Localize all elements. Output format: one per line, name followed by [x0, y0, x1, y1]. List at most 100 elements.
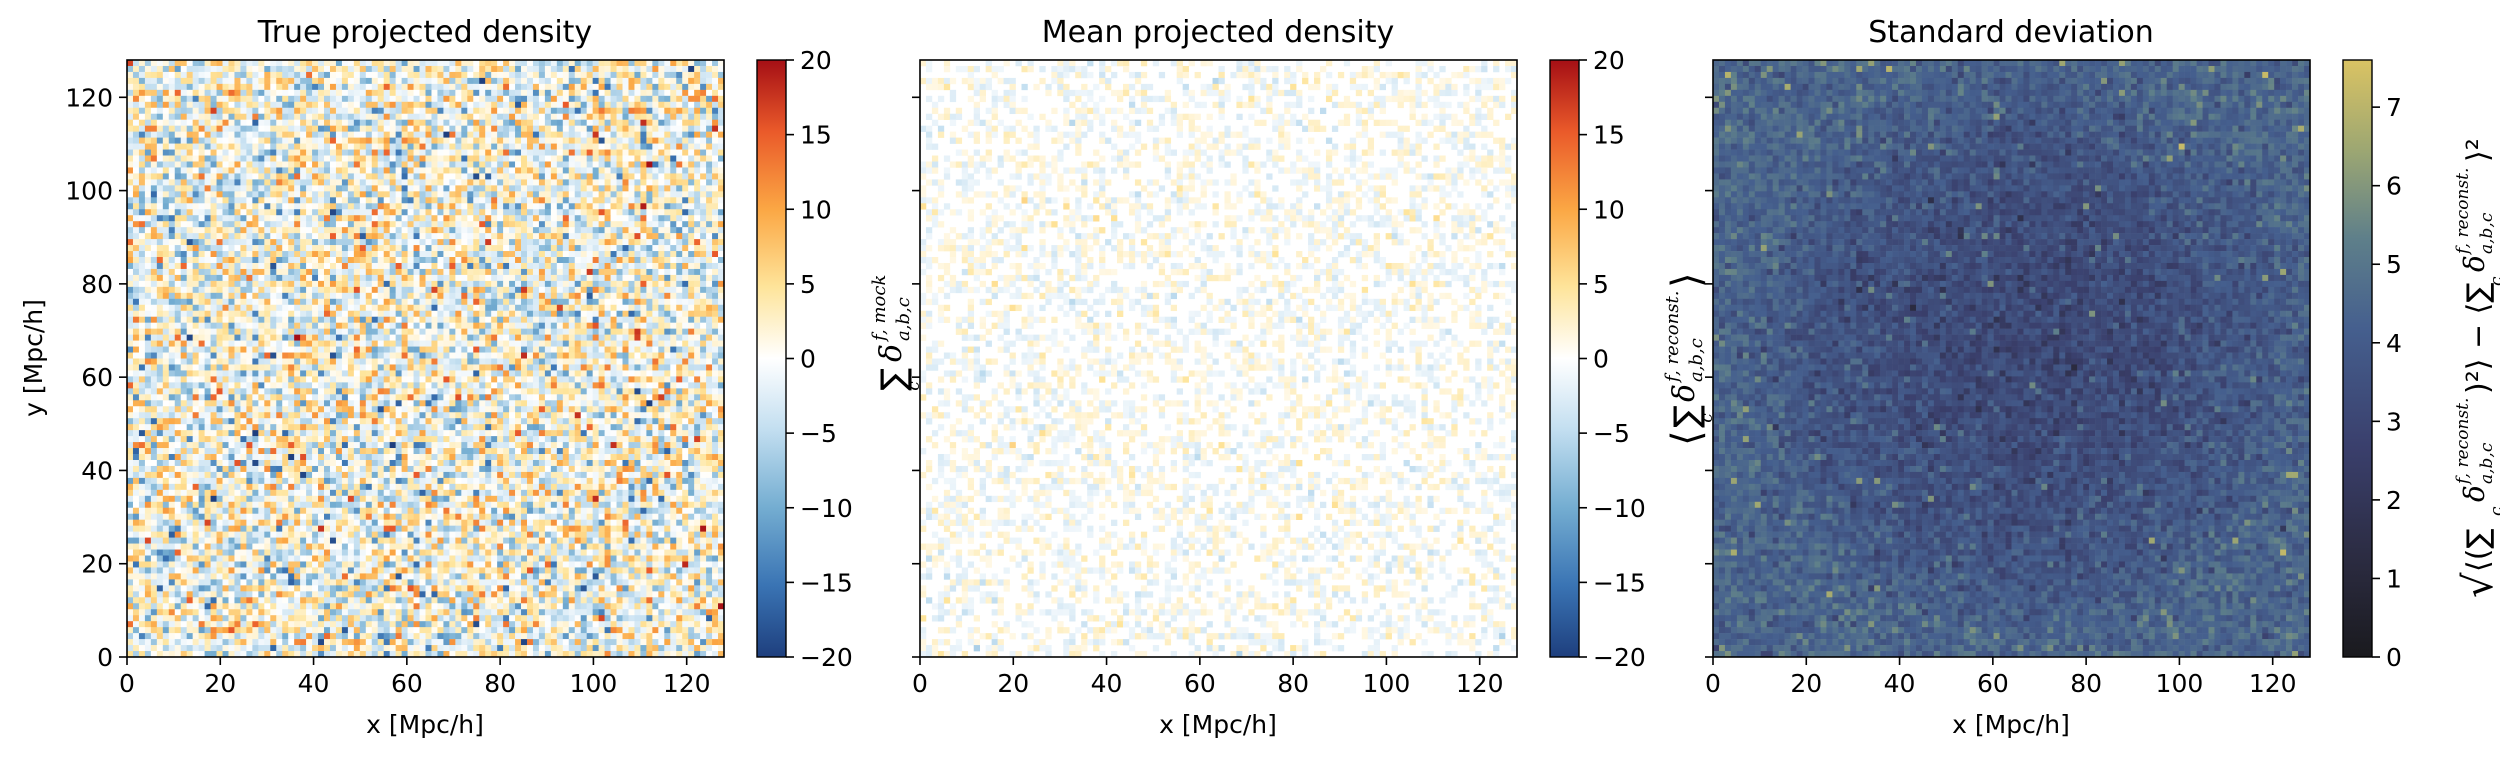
heatmap-cell: [335, 340, 343, 347]
heatmap-cell: [443, 149, 450, 156]
heatmap-cell: [359, 131, 367, 138]
heatmap-cell: [294, 89, 301, 97]
heatmap-cell: [186, 179, 193, 186]
heatmap-cell: [335, 251, 343, 258]
heatmap-cell: [604, 155, 611, 162]
heatmap-cell: [574, 161, 582, 168]
heatmap-cell: [377, 239, 385, 246]
heatmap-cell: [186, 251, 193, 258]
heatmap-cell: [395, 292, 402, 300]
heatmap-cell: [544, 233, 552, 240]
heatmap-cell: [216, 95, 223, 103]
heatmap-cell: [682, 304, 689, 312]
heatmap-cell: [521, 209, 528, 216]
heatmap-cell: [246, 65, 253, 73]
heatmap-cell: [353, 161, 361, 168]
heatmap-cell: [425, 191, 432, 198]
heatmap-cell: [150, 143, 158, 150]
heatmap-cell: [604, 262, 611, 270]
heatmap-cell: [503, 83, 510, 91]
heatmap-cell: [156, 95, 164, 103]
heatmap-cell: [491, 227, 498, 234]
heatmap-cell: [264, 77, 271, 85]
heatmap-cell: [192, 262, 199, 270]
heatmap-cell: [377, 245, 385, 252]
heatmap-cell: [395, 304, 402, 312]
heatmap-cell: [365, 143, 373, 150]
heatmap-cell: [335, 185, 343, 192]
heatmap-cell: [485, 65, 492, 73]
heatmap-cell: [712, 149, 719, 156]
heatmap-cell: [479, 107, 486, 115]
heatmap-cell: [365, 60, 373, 67]
heatmap-cell: [664, 137, 671, 144]
heatmap-cell: [138, 203, 146, 210]
heatmap-cell: [156, 161, 164, 168]
heatmap-cell: [670, 227, 677, 234]
heatmap-cell: [455, 215, 462, 222]
heatmap-cell: [574, 60, 582, 67]
heatmap-cell: [706, 251, 713, 258]
heatmap-cell: [664, 334, 671, 341]
heatmap-cell: [718, 239, 725, 246]
heatmap-cell: [479, 227, 486, 234]
heatmap-cell: [294, 245, 301, 252]
heatmap-cell: [473, 107, 480, 115]
heatmap-cell: [437, 310, 444, 318]
heatmap-cell: [616, 143, 623, 150]
heatmap-cell: [592, 334, 599, 341]
heatmap-cell: [210, 89, 217, 97]
heatmap-cell: [688, 233, 695, 240]
heatmap-cell: [652, 286, 659, 294]
heatmap-cell: [204, 197, 211, 204]
heatmap-cell: [329, 119, 337, 126]
heatmap-cell: [258, 155, 265, 162]
heatmap-cell: [216, 197, 223, 204]
heatmap-cell: [282, 209, 289, 216]
heatmap-cell: [419, 316, 426, 323]
heatmap-cell: [604, 137, 611, 144]
heatmap-cell: [664, 203, 671, 210]
heatmap-cell: [646, 227, 653, 234]
heatmap-cell: [318, 239, 325, 246]
heatmap-cell: [544, 316, 552, 323]
heatmap-cell: [270, 304, 277, 312]
heatmap-cell: [294, 191, 301, 198]
heatmap-cell: [270, 227, 277, 234]
heatmap-cell: [682, 197, 689, 204]
heatmap-cell: [228, 71, 235, 79]
heatmap-cell: [127, 161, 134, 168]
heatmap-cell: [515, 298, 522, 306]
heatmap-cell: [461, 209, 468, 216]
heatmap-cell: [640, 185, 647, 192]
heatmap-cell: [479, 179, 486, 186]
heatmap-cell: [467, 197, 474, 204]
heatmap-cell: [586, 149, 593, 156]
heatmap-cell: [544, 239, 552, 246]
heatmap-cell: [204, 149, 211, 156]
heatmap-cell: [335, 221, 343, 228]
heatmap-cell: [646, 185, 653, 192]
heatmap-cell: [526, 280, 534, 288]
heatmap-cell: [216, 60, 223, 67]
heatmap-cell: [437, 113, 444, 120]
heatmap-cell: [395, 179, 402, 186]
heatmap-cell: [610, 298, 617, 306]
heatmap-cell: [329, 203, 337, 210]
heatmap-cell: [425, 221, 432, 228]
heatmap-cell: [204, 167, 211, 174]
heatmap-cell: [365, 262, 373, 270]
heatmap-cell: [264, 328, 271, 335]
heatmap-cell: [270, 268, 277, 276]
heatmap-cell: [664, 274, 671, 282]
heatmap-cell: [210, 77, 217, 85]
heatmap-cell: [682, 233, 689, 240]
heatmap-cell: [204, 346, 211, 353]
heatmap-cell: [676, 316, 683, 323]
heatmap-cell: [491, 268, 498, 276]
heatmap-cell: [586, 251, 593, 258]
heatmap-cell: [604, 60, 611, 67]
heatmap-cell: [616, 167, 623, 174]
heatmap-cell: [156, 245, 164, 252]
heatmap-cell: [598, 233, 605, 240]
